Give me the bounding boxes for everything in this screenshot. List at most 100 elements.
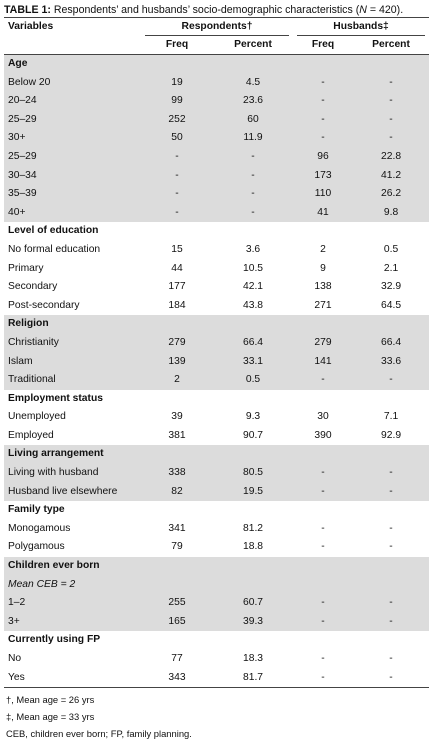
respondents-freq-cell: 2 [141, 371, 213, 390]
husbands-freq-cell: 2 [320, 243, 326, 255]
footnote: ‡, Mean age = 33 yrs [6, 711, 95, 723]
husbands-percent-cell: - [353, 482, 430, 502]
row-label: Unemployed [8, 411, 66, 423]
respondents-freq-cell: 252 [141, 110, 213, 130]
row-label: Husband live elsewhere [4, 482, 141, 502]
table-row: No formal education 15 3.6 2 0.5 [4, 241, 429, 260]
husbands-freq-cell: 390 [314, 429, 332, 441]
table-row: Post-secondary 184 43.8 271 64.5 [4, 297, 429, 316]
table-row: Yes 343 81.7 - - [4, 669, 430, 688]
table-row: Husband live elsewhere 82 19.5- - [4, 482, 430, 502]
husbands-freq-cell: - [321, 653, 325, 664]
husbands-freq-cell: 279 [293, 333, 354, 353]
husbands-percent-cell: 2.1 [383, 262, 399, 274]
table-row: 30+ 50 11.9- - [4, 129, 430, 148]
section-label: Family type [8, 504, 65, 516]
respondents-percent-cell: 11.9 [213, 129, 294, 148]
table-row: Below 20 19 4.5- - [4, 73, 430, 93]
table-row: 20–24 99 23.6- - [4, 92, 430, 111]
respondents-percent-cell: - [213, 203, 294, 223]
respondents-percent-cell: 43.8 [242, 299, 264, 311]
table-row: 25–29- -96 22.8 [4, 147, 430, 167]
row-label: Living with husband [4, 464, 141, 483]
table-row: 35–39- -110 26.2 [4, 185, 430, 204]
table-row: Secondary 177 42.1 138 32.9 [4, 278, 429, 297]
husbands-freq-cell: 9 [320, 262, 326, 274]
respondents-percent-cell: 42.1 [242, 281, 264, 293]
row-label: 1–2 [4, 594, 141, 613]
respondents-percent-cell: - [213, 166, 294, 186]
husbands-percent-cell: - [389, 522, 393, 534]
row-label: 25–29 [4, 110, 141, 130]
table-body: Age Below 20 19 4.5- -20–24 99 23.6- -25–29 252 6… [4, 54, 430, 688]
section-label: Children ever born [4, 557, 430, 576]
respondents-percent-cell: 60 [213, 110, 294, 130]
caption-text-before: Respondents’ and husbands’ socio-demogra… [50, 4, 360, 16]
husbands-freq-cell: 138 [314, 281, 332, 293]
respondents-freq-cell: 343 [168, 671, 186, 683]
husbands-freq-cell: - [293, 92, 354, 111]
husbands-percent-cell: 9.8 [353, 203, 430, 223]
respondents-percent-cell: 0.5 [213, 371, 294, 390]
husbands-freq-cell: - [321, 671, 325, 683]
respondents-percent-cell: - [213, 147, 294, 167]
husbands-percent-cell: - [353, 110, 430, 130]
respondents-freq-cell: 50 [141, 129, 213, 148]
husbands-percent-cell: - [353, 464, 430, 483]
respondents-percent-cell: 39.3 [213, 612, 294, 632]
row-label: Islam [4, 352, 141, 372]
husbands-percent-cell: 26.2 [353, 185, 430, 204]
section-label: Currently using FP [8, 634, 101, 646]
respondents-freq-cell: 279 [141, 333, 213, 353]
section-row: Level of education [4, 222, 429, 241]
husbands-freq-cell: - [293, 612, 354, 632]
husbands-freq-cell: - [293, 464, 354, 483]
row-label: Christianity [4, 333, 141, 353]
respondents-freq-cell: 99 [141, 92, 213, 111]
subheading-label: Mean CEB = 2 [4, 575, 430, 595]
husbands-percent-cell: - [353, 129, 430, 148]
husbands-percent-cell: 33.6 [353, 352, 430, 372]
header-row-groups: Variables Respondents† Husbands‡ [4, 17, 430, 36]
husbands-freq-cell: - [293, 110, 354, 130]
footnote: CEB, children ever born; FP, family plan… [6, 728, 192, 740]
row-label: Traditional [4, 371, 141, 390]
husbands-freq-cell: 96 [293, 147, 354, 167]
header-husbands-freq: Freq [311, 39, 335, 50]
header-husbands-percent: Percent [372, 39, 410, 50]
husbands-freq-cell: - [321, 522, 325, 534]
husbands-percent-cell: 22.8 [353, 147, 430, 167]
respondents-percent-cell: 18.8 [242, 541, 264, 553]
husbands-percent-cell: 7.1 [383, 411, 399, 423]
header-variables: Variables [8, 21, 54, 32]
table-row: Living with husband 338 80.5- - [4, 464, 430, 483]
table-row: Polygamous 79 18.8 - - [4, 538, 429, 557]
caption-label: TABLE 1: [4, 4, 51, 16]
table-row: Unemployed 39 9.3 30 7.1 [4, 408, 429, 427]
husbands-percent-cell: 64.5 [381, 299, 402, 311]
husbands-percent-cell: - [353, 594, 430, 613]
row-label: 30+ [4, 129, 141, 148]
husbands-percent-cell: 32.9 [381, 281, 402, 293]
husbands-percent-cell: - [353, 92, 430, 111]
table-caption: TABLE 1: Respondents’ and husbands’ soci… [4, 0, 429, 17]
respondents-freq-cell: 39 [171, 411, 183, 423]
caption-n-symbol: N [359, 4, 367, 16]
husbands-freq-cell: - [293, 482, 354, 502]
table-row: 25–29 252 60- - [4, 110, 430, 130]
section-row: Currently using FP [4, 631, 429, 650]
row-label: Post-secondary [8, 299, 80, 311]
husbands-freq-cell: - [321, 541, 325, 553]
respondents-freq-cell: - [141, 203, 213, 223]
respondents-freq-cell: - [141, 166, 213, 186]
respondents-percent-cell: 18.3 [242, 653, 264, 664]
respondents-freq-cell: 255 [141, 594, 213, 613]
respondents-freq-cell: 19 [141, 73, 213, 93]
section-label: Religion [4, 315, 430, 334]
husbands-freq-cell: - [293, 371, 354, 390]
husbands-percent-cell: - [389, 541, 393, 553]
husbands-freq-cell: 41 [293, 203, 354, 223]
section-label: Age [4, 54, 430, 74]
respondents-freq-cell: - [141, 185, 213, 204]
table-row: 1–2 255 60.7- - [4, 594, 430, 613]
